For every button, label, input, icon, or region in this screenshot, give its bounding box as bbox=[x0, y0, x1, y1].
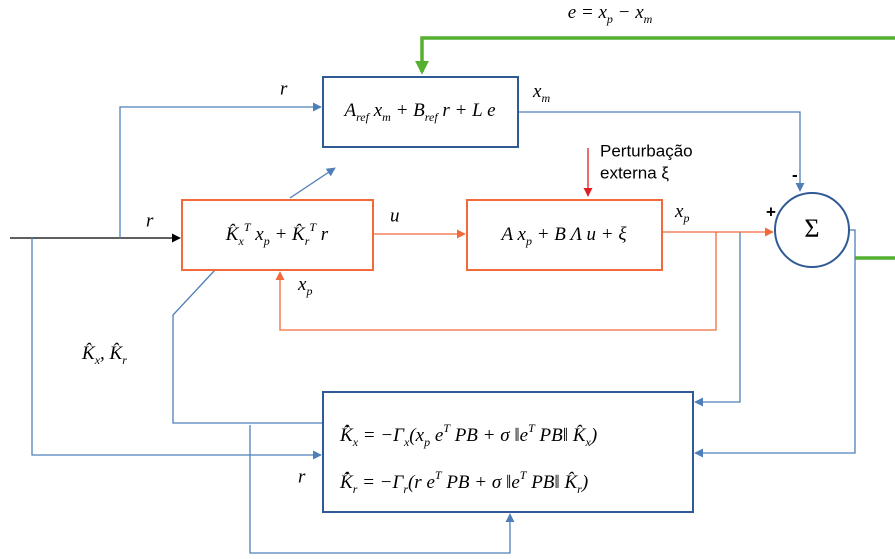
signal-label-part: x bbox=[532, 81, 542, 102]
adaptation-law-part: r bbox=[353, 482, 358, 496]
adaptation-law-part: x bbox=[585, 435, 592, 449]
error-label-part: − x bbox=[613, 2, 644, 23]
disturbance-label: externa ξ bbox=[600, 163, 669, 182]
signal-label-part: p bbox=[305, 284, 312, 298]
controller-equation-part: T bbox=[309, 220, 317, 234]
adaptation-law-part: PB + σ ‖e bbox=[442, 472, 520, 493]
adaptation-block bbox=[322, 391, 694, 513]
adaptation-law-part: PB + σ ‖e bbox=[450, 425, 528, 446]
controller-equation-part: K̂ bbox=[225, 224, 240, 245]
disturbance-label: Perturbação bbox=[600, 141, 693, 160]
error-label-part: e = x bbox=[568, 2, 608, 23]
controller-equation-part: x bbox=[237, 234, 244, 248]
adaptation-law-part: T bbox=[528, 421, 536, 435]
adaptation-law-part: p bbox=[423, 435, 430, 449]
plus-sign: + bbox=[766, 202, 776, 221]
gains-label-part: K̂ bbox=[81, 343, 96, 364]
controller-equation-part: r bbox=[316, 224, 329, 245]
minus-sign: - bbox=[792, 165, 798, 184]
adaptation-law-part: x bbox=[352, 435, 359, 449]
controller-equation-part: + K̂ bbox=[270, 224, 306, 245]
reference-model-equation-part: x bbox=[369, 100, 383, 121]
controller-equation-part: x bbox=[251, 224, 265, 245]
plant-equation-part: + B Λ u + ξ bbox=[532, 224, 627, 245]
signal-label-part: x bbox=[297, 274, 307, 295]
reference-model-equation-part: m bbox=[382, 110, 391, 124]
error-label-part: p bbox=[606, 12, 613, 26]
adaptation-law-part: r bbox=[403, 482, 408, 496]
adaptation-law-part: = −Γ bbox=[357, 472, 404, 493]
reference-model-equation-part: A bbox=[342, 100, 356, 121]
reference-model-equation-part: ref bbox=[356, 110, 371, 124]
reference-model-equation-part: ref bbox=[425, 110, 440, 124]
summation-symbol: Σ bbox=[804, 214, 819, 243]
adaptation-law-part: K̂̇ bbox=[339, 471, 354, 493]
adaptation-law-part: (x bbox=[409, 425, 424, 446]
reference-model-block bbox=[322, 76, 519, 148]
adaptation-law-part: K̂̇ bbox=[339, 424, 354, 446]
adaptation-law-part: ) bbox=[581, 472, 588, 493]
error-label-part: m bbox=[644, 12, 653, 26]
adaptation-law-part: PB‖ K̂ bbox=[526, 472, 578, 493]
adaptation-law-part: ) bbox=[590, 425, 597, 446]
gains-label-part: r bbox=[122, 353, 127, 367]
reference-model-equation: Aref xm + Bref r + L e bbox=[342, 100, 495, 123]
summation-node bbox=[774, 192, 850, 268]
plant-equation: A xp + B Λ u + ξ bbox=[500, 224, 628, 247]
adaptation-law-part: r bbox=[577, 482, 582, 496]
adaptation-law-part: T bbox=[520, 468, 528, 482]
adaptation-law-part: T bbox=[435, 468, 443, 482]
adaptation-law-part: = −Γ bbox=[358, 425, 405, 446]
controller-equation-part: r bbox=[305, 234, 310, 248]
plant-equation-part: p bbox=[525, 234, 532, 248]
controller-equation-part: T bbox=[244, 220, 252, 234]
controller-equation-part: p bbox=[263, 234, 270, 248]
gains-label-part: , K̂ bbox=[100, 343, 124, 364]
signal-label: xp bbox=[674, 201, 689, 224]
adaptation-law-part: (r e bbox=[408, 472, 435, 493]
plant-block bbox=[466, 199, 663, 271]
signal-label-part: x bbox=[674, 201, 684, 222]
adaptation-law-part: e bbox=[430, 425, 443, 446]
controller-equation: K̂xT xp + K̂rT r bbox=[225, 220, 329, 248]
signal-label: r bbox=[280, 78, 288, 99]
signal-label: r bbox=[298, 466, 306, 487]
gains-label-part: x bbox=[94, 353, 101, 367]
signal-label-part: p bbox=[682, 211, 689, 225]
signal-label-part: m bbox=[541, 91, 550, 105]
reference-model-equation-part: r + L e bbox=[438, 100, 496, 121]
adaptation-law-part: PB‖ K̂ bbox=[535, 425, 587, 446]
plant-equation-part: A x bbox=[500, 224, 527, 245]
adaptation-law-part: x bbox=[403, 435, 410, 449]
adaptation-law-part: T bbox=[443, 421, 451, 435]
connections bbox=[10, 36, 895, 554]
error-label: e = xp − xm bbox=[568, 2, 653, 25]
signal-label: xp bbox=[297, 274, 312, 297]
adaptation-law: K̂̇r = −Γr(r eT PB + σ ‖eT PB‖ K̂r) bbox=[339, 468, 588, 496]
signal-label: xm bbox=[532, 81, 550, 104]
gains-label: K̂x, K̂r bbox=[81, 343, 127, 366]
controller-block bbox=[181, 199, 374, 271]
adaptation-law: K̂̇x = −Γx(xp eT PB + σ ‖eT PB‖ K̂x) bbox=[339, 421, 597, 449]
signal-label: r bbox=[146, 210, 154, 231]
signal-label: u bbox=[390, 205, 400, 226]
reference-model-equation-part: + B bbox=[391, 100, 425, 121]
